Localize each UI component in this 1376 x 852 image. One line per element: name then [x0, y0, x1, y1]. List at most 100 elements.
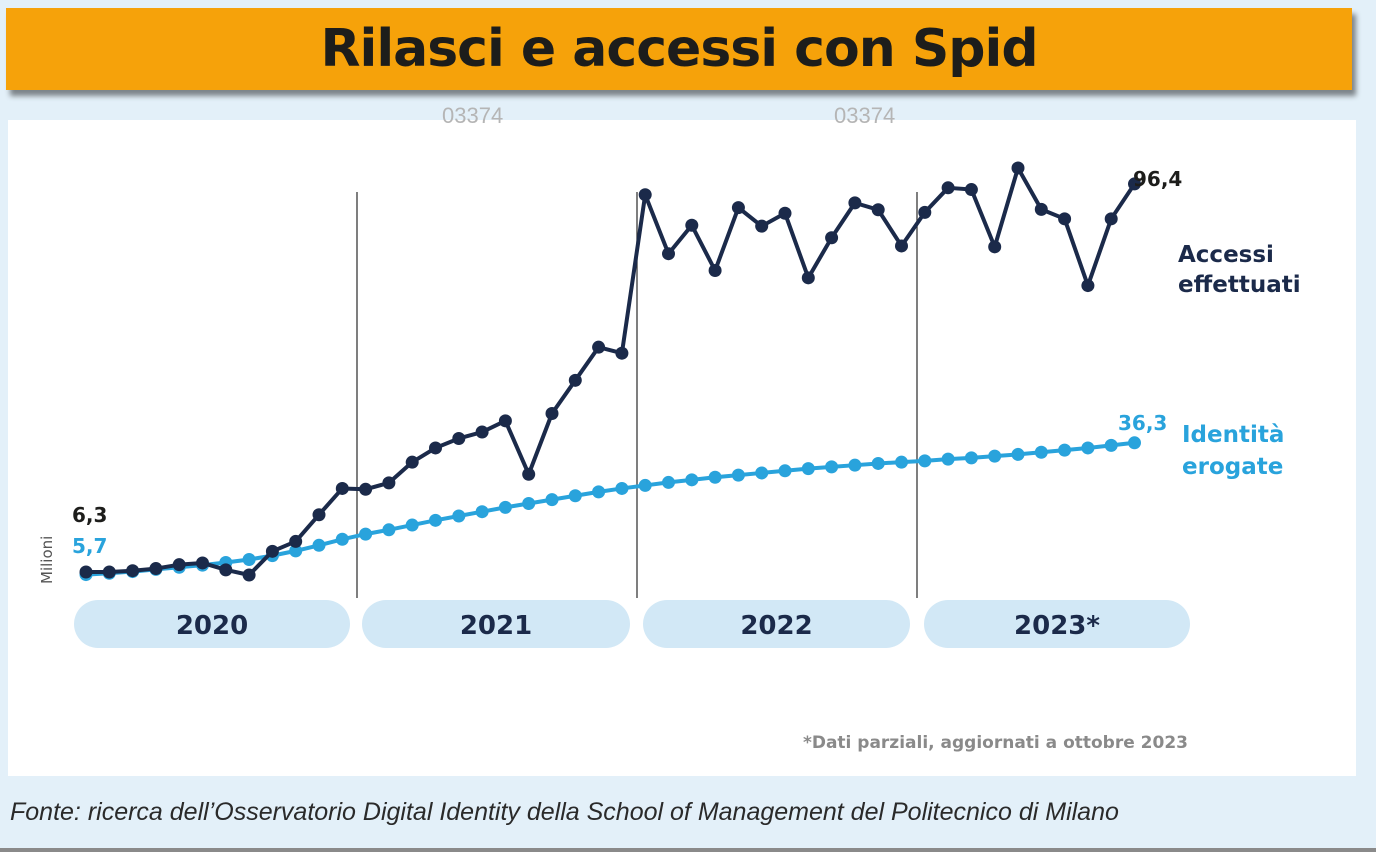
data-point: [359, 527, 373, 541]
year-label: 2020: [176, 611, 248, 641]
data-point: [242, 568, 256, 582]
data-point: [79, 565, 93, 579]
data-point: [638, 478, 652, 492]
data-point: [382, 523, 396, 537]
accessi-first-value: 6,3: [72, 503, 107, 527]
data-point: [871, 456, 885, 470]
year-pill: [924, 600, 1190, 648]
data-point: [312, 538, 326, 552]
year-pill: [362, 600, 630, 648]
chart-labels: 6,3 5,7 96,4 36,3 Accessi effettuati Identità e…: [38, 167, 1301, 753]
identita-first-value: 5,7: [72, 534, 107, 558]
data-point: [1034, 445, 1048, 459]
identita-last-value: 36,3: [1118, 411, 1167, 435]
data-point: [475, 505, 489, 519]
data-point: [545, 407, 559, 421]
data-point: [149, 562, 163, 576]
data-point: [382, 476, 396, 490]
data-point: [964, 183, 978, 197]
data-point: [638, 188, 652, 202]
data-point: [1011, 161, 1025, 175]
data-point: [1034, 202, 1048, 216]
year-label: 2022: [740, 611, 812, 641]
data-point: [1081, 279, 1095, 293]
data-point: [615, 346, 629, 360]
data-point: [242, 553, 256, 567]
data-point: [1058, 443, 1072, 457]
data-point: [219, 563, 233, 577]
data-point: [988, 240, 1002, 254]
data-point: [848, 458, 862, 472]
data-point: [662, 247, 675, 261]
data-point: [662, 475, 675, 489]
data-point: [172, 558, 186, 572]
data-point: [1058, 212, 1072, 226]
data-point: [568, 489, 582, 503]
data-point: [289, 544, 303, 558]
data-point: [312, 508, 326, 522]
data-point: [871, 203, 885, 217]
accessi-last-value: 96,4: [1133, 167, 1182, 191]
data-point: [335, 481, 349, 495]
data-point: [708, 470, 722, 484]
data-point: [335, 532, 349, 546]
data-point: [801, 462, 815, 476]
series-line: [85, 440, 1135, 577]
data-point: [685, 473, 699, 487]
data-point: [778, 206, 792, 220]
data-point: [1128, 177, 1141, 191]
year-label: 2023*: [1014, 611, 1100, 641]
data-point: [615, 481, 629, 495]
data-point: [731, 468, 745, 482]
data-point: [475, 425, 489, 439]
data-point: [1128, 436, 1141, 450]
data-point: [545, 493, 559, 507]
data-point: [778, 464, 792, 478]
source-note: Fonte: ricerca dell’Osservatorio Digital…: [10, 798, 1119, 826]
data-point: [1081, 441, 1095, 455]
year-pill: [74, 600, 350, 648]
data-point: [429, 513, 442, 527]
legend-accessi: effettuati: [1178, 272, 1301, 298]
data-point: [941, 452, 955, 466]
data-point: [708, 264, 722, 278]
legend-accessi: Accessi: [1178, 242, 1274, 268]
series-accessi-effettuati: [79, 161, 1141, 582]
data-point: [825, 460, 839, 474]
title-banner: Rilasci e accessi con Spid: [6, 8, 1352, 90]
series-identita-erogate: [79, 436, 1141, 582]
series-line: [86, 166, 1137, 578]
data-point: [895, 455, 908, 469]
year-label: 2021: [460, 611, 532, 641]
data-point: [941, 181, 955, 195]
data-point: [685, 218, 699, 232]
data-point: [801, 271, 815, 285]
data-point: [359, 482, 373, 496]
data-point: [895, 239, 908, 253]
data-point: [755, 219, 769, 233]
bottom-rule: [0, 848, 1376, 852]
data-point: [498, 500, 512, 514]
data-point: [731, 201, 745, 215]
data-point: [522, 467, 536, 481]
footnote: *Dati parziali, aggiornati a ottobre 202…: [803, 733, 1188, 753]
data-point: [498, 414, 512, 428]
data-point: [196, 556, 209, 570]
data-point: [405, 455, 419, 469]
y-axis-label: Milioni: [38, 536, 56, 584]
data-point: [592, 485, 606, 499]
data-point: [522, 497, 536, 511]
data-point: [429, 441, 442, 455]
data-point: [126, 564, 140, 578]
data-point: [1104, 212, 1118, 226]
data-point: [452, 431, 466, 445]
data-point: [568, 373, 582, 387]
legend-identita: erogate: [1182, 454, 1283, 480]
data-point: [1011, 447, 1025, 461]
legend-identita: Identità: [1182, 422, 1284, 448]
data-point: [265, 544, 279, 558]
data-point: [289, 534, 303, 548]
data-point: [825, 231, 839, 245]
